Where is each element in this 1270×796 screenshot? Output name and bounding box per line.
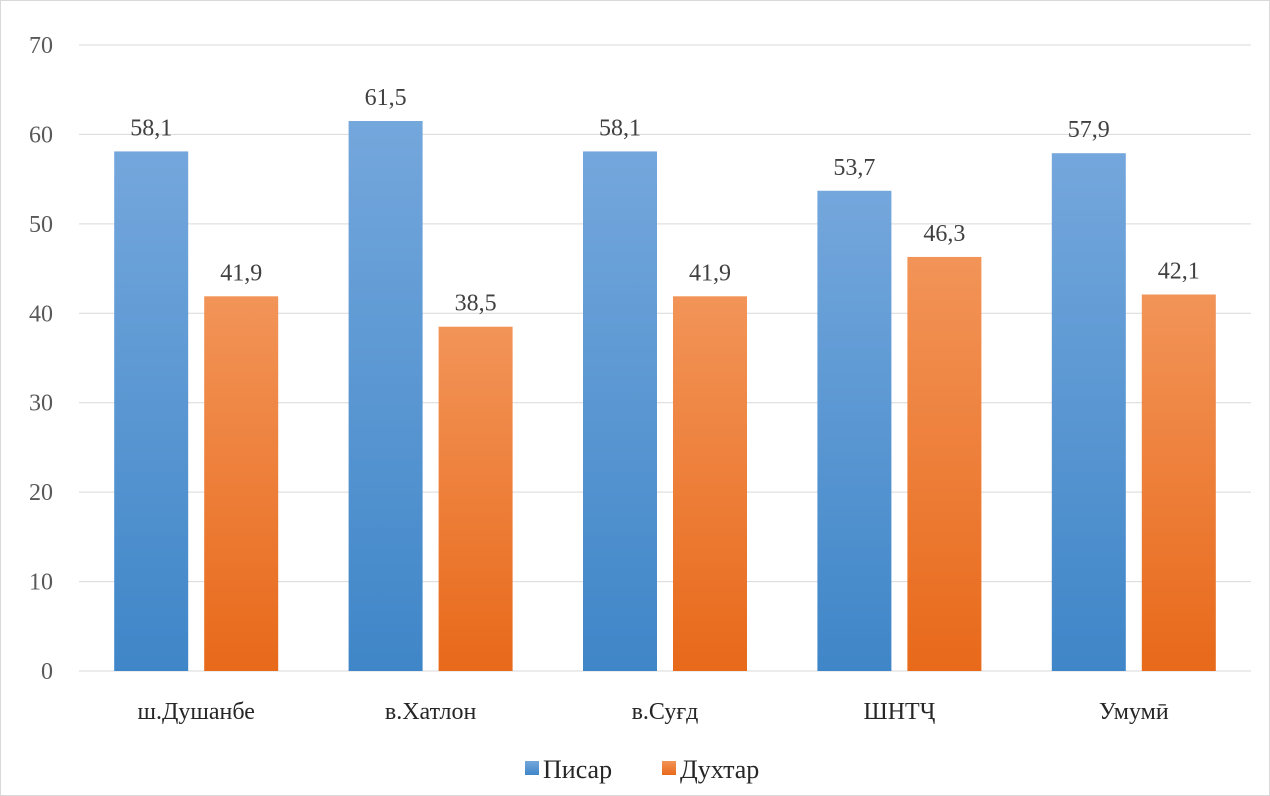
- x-category-label: в.Хатлон: [385, 699, 477, 725]
- legend-swatch: [525, 761, 539, 775]
- y-tick-label: 0: [41, 659, 53, 685]
- y-tick-label: 70: [29, 33, 53, 59]
- bars: [114, 121, 1216, 672]
- data-label: 38,5: [455, 291, 497, 317]
- bar-pisar: [348, 121, 423, 671]
- bar-pisar: [583, 151, 657, 672]
- x-category-label: ш.Душанбе: [138, 699, 255, 725]
- y-tick-label: 30: [29, 391, 53, 417]
- bar-dukhtar: [673, 296, 747, 671]
- data-labels: 58,1 41,9 61,5 38,5 58,1 41,9 53,7 46,3 57,9 42,1: [130, 85, 1200, 317]
- y-axis: 0 10 20 30 40 50 60 70: [29, 33, 53, 685]
- bar-pisar: [114, 151, 189, 672]
- x-category-label: ШНТҶ: [863, 699, 935, 725]
- data-label: 61,5: [365, 85, 407, 111]
- data-label: 58,1: [130, 115, 172, 141]
- legend: Писар Духтар: [525, 755, 759, 784]
- bar-dukhtar: [1141, 294, 1216, 671]
- y-tick-label: 50: [29, 212, 53, 238]
- y-tick-label: 60: [29, 122, 53, 148]
- legend-swatch: [662, 761, 676, 775]
- data-label: 41,9: [220, 260, 262, 286]
- data-label: 41,9: [689, 260, 731, 286]
- y-tick-label: 40: [29, 301, 53, 327]
- legend-label: Духтар: [680, 755, 759, 784]
- data-label: 53,7: [833, 155, 875, 181]
- x-category-label: в.Суғд: [632, 699, 699, 725]
- data-label: 42,1: [1158, 259, 1200, 285]
- bar-dukhtar: [907, 256, 982, 671]
- bar-pisar: [817, 190, 892, 672]
- data-label: 46,3: [923, 221, 965, 247]
- legend-label: Писар: [543, 755, 612, 784]
- y-tick-label: 10: [29, 570, 53, 596]
- x-category-label: Умумӣ: [1099, 699, 1169, 725]
- y-tick-label: 20: [29, 480, 53, 506]
- data-label: 57,9: [1068, 117, 1110, 143]
- bar-pisar: [1051, 153, 1126, 672]
- bar-dukhtar: [438, 326, 513, 671]
- data-label: 58,1: [599, 115, 641, 141]
- bar-dukhtar: [204, 296, 279, 671]
- x-axis: ш.Душанбе в.Хатлон в.Суғд ШНТҶ Умумӣ: [138, 699, 1169, 725]
